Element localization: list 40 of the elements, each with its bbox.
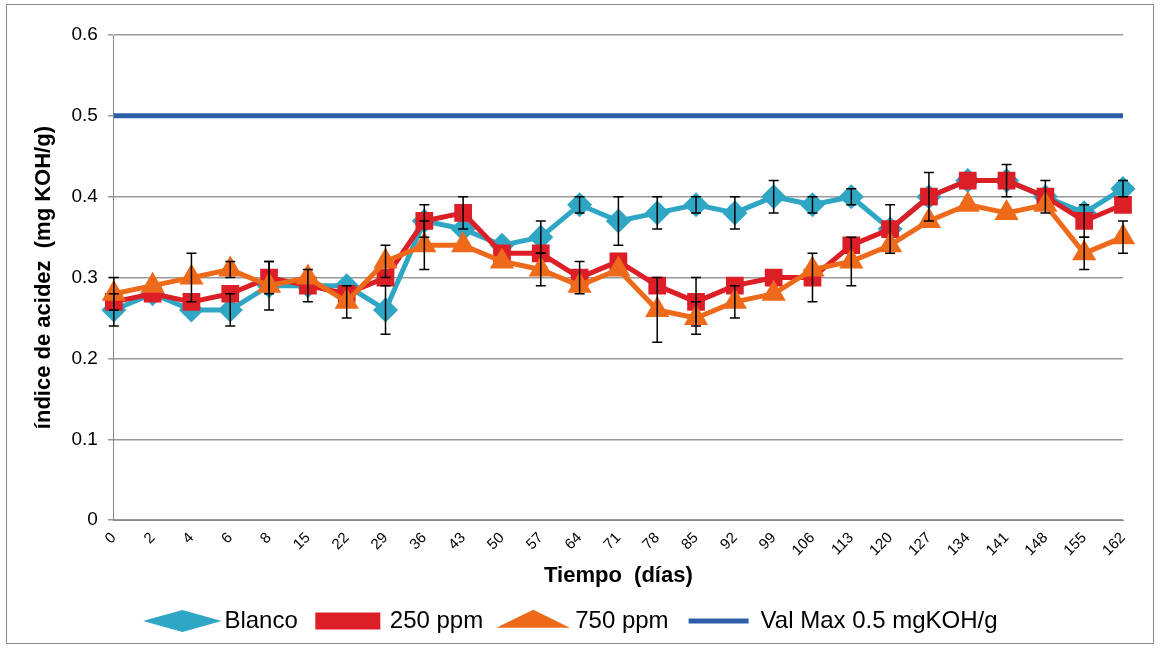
legend-label: Val Max 0.5 mgKOH/g <box>760 605 998 633</box>
x-tick-label: 6 <box>217 528 236 547</box>
x-tick-label: 4 <box>178 528 197 547</box>
x-tick-label: 127 <box>904 528 934 559</box>
y-tick-label: 0.3 <box>71 265 98 287</box>
x-tick-label: 106 <box>787 528 818 559</box>
x-tick-label: 64 <box>560 528 585 553</box>
x-tick-label: 162 <box>1098 528 1129 559</box>
legend-label: 250 ppm <box>389 605 484 633</box>
y-tick-label: 0.6 <box>71 23 98 45</box>
x-tick-label: 113 <box>827 528 857 558</box>
x-tick-label: 71 <box>599 528 624 553</box>
x-tick-label: 134 <box>943 528 973 559</box>
x-tick-label: 148 <box>1020 528 1051 559</box>
x-tick-label: 120 <box>865 528 896 559</box>
x-tick-label: 141 <box>981 528 1012 559</box>
legend-label: 750 ppm <box>575 605 669 633</box>
x-tick-label: 155 <box>1059 528 1090 559</box>
x-tick-label: 85 <box>677 528 702 553</box>
x-tick-label: 43 <box>444 528 469 553</box>
x-tick-label: 8 <box>256 528 275 547</box>
y-tick-label: 0 <box>87 508 98 530</box>
x-tick-label: 99 <box>754 528 779 553</box>
y-tick-label: 0.4 <box>71 184 99 206</box>
y-tick-label: 0.2 <box>71 346 98 368</box>
legend-label: Blanco <box>224 605 298 633</box>
x-tick-label: 29 <box>366 528 391 553</box>
x-tick-label: 2 <box>139 528 158 547</box>
x-tick-label: 57 <box>522 528 546 553</box>
x-axis-title: Tiempo (días) <box>544 561 693 587</box>
y-tick-label: 0.1 <box>71 427 98 449</box>
y-axis-title: índice de acidez (mg KOH/g) <box>30 126 56 430</box>
x-tick-label: 0 <box>100 528 119 547</box>
x-tick-label: 15 <box>289 528 313 553</box>
x-tick-label: 50 <box>483 528 508 553</box>
x-tick-label: 78 <box>638 528 663 553</box>
y-tick-label: 0.5 <box>71 104 98 126</box>
x-tick-label: 92 <box>716 528 740 553</box>
x-tick-label: 22 <box>327 528 352 553</box>
x-tick-label: 36 <box>405 528 430 553</box>
